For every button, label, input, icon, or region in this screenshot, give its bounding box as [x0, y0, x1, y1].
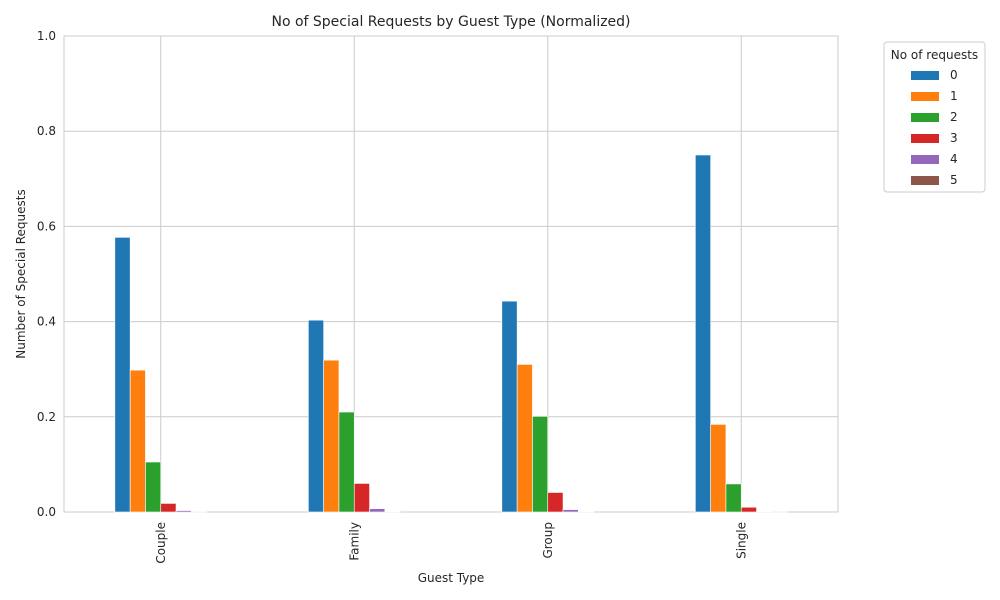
bar-family-3 [353, 483, 370, 513]
chart-title: No of Special Requests by Guest Type (No… [271, 14, 630, 30]
bar-family-4 [369, 508, 386, 513]
bar-couple-3 [160, 503, 177, 513]
y-tick-label: 0.4 [37, 315, 56, 329]
legend-swatch-3 [911, 134, 939, 143]
bar-single-0 [695, 154, 711, 513]
legend-label-3: 3 [950, 131, 958, 145]
bar-couple-4 [175, 510, 192, 513]
legend-swatch-0 [911, 71, 939, 80]
y-axis-title: Number of Special Requests [14, 189, 28, 358]
bar-group-3 [547, 492, 564, 513]
y-tick-label: 1.0 [37, 29, 56, 43]
legend-label-1: 1 [950, 89, 958, 103]
x-tick-label: Couple [154, 522, 168, 564]
bars [114, 154, 788, 513]
legend-title: No of requests [891, 48, 978, 62]
x-tick-label: Family [347, 522, 361, 561]
y-tick-label: 0.2 [37, 410, 56, 424]
legend-swatch-5 [911, 176, 939, 185]
legend-label-0: 0 [950, 68, 958, 82]
bar-group-2 [532, 416, 549, 513]
bar-group-4 [562, 509, 579, 513]
bar-single-1 [710, 424, 727, 513]
tick-labels: 0.0 0.2 0.4 0.6 0.8 1.0 Couple Family Group Singl… [37, 29, 748, 564]
y-tick-label: 0.0 [37, 505, 56, 519]
x-tick-label: Single [734, 522, 748, 559]
legend-swatch-2 [911, 113, 939, 122]
bar-couple-2 [145, 461, 162, 513]
legend-label-2: 2 [950, 110, 958, 124]
legend-swatch-4 [911, 155, 939, 164]
legend-label-5: 5 [950, 173, 958, 187]
bar-family-0 [308, 319, 324, 513]
bar-family-2 [338, 411, 355, 513]
legend: No of requests 0 1 2 3 4 5 [883, 41, 986, 193]
plot-border [63, 35, 839, 513]
bar-couple-0 [114, 237, 131, 513]
x-axis-title: Guest Type [418, 571, 485, 585]
y-tick-label: 0.6 [37, 219, 56, 233]
legend-label-4: 4 [950, 152, 958, 166]
x-tick-label: Group [541, 522, 555, 559]
y-tick-label: 0.8 [37, 124, 56, 138]
legend-items: 0 1 2 3 4 5 [911, 68, 958, 187]
bar-group-0 [501, 300, 518, 513]
bar-family-1 [323, 359, 340, 513]
bar-single-3 [740, 506, 757, 513]
bar-single-2 [725, 483, 742, 513]
bar-group-1 [516, 364, 533, 513]
legend-swatch-1 [911, 92, 939, 101]
bar-couple-1 [129, 369, 146, 513]
